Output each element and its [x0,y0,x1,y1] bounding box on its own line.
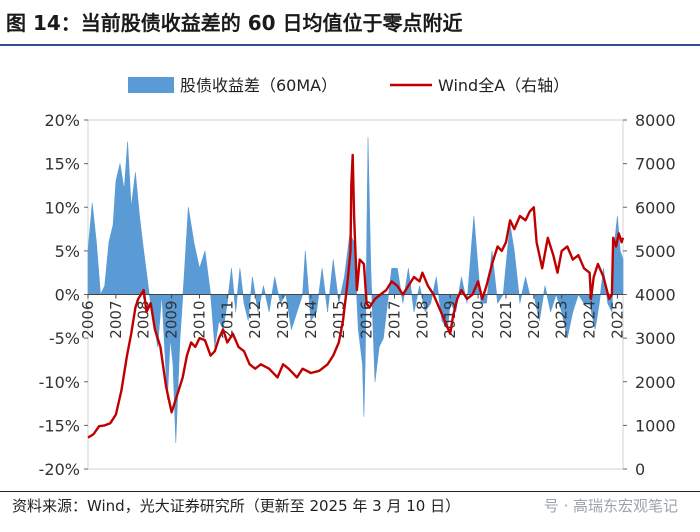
left-axis-tick-label: -10% [39,373,80,392]
x-axis-tick-label: 2007 [107,301,125,339]
series-area-yield-spread [87,137,624,444]
chart: 20% 15% 10% 5% 0% -5% -10% -15% -20% 8000 7000 6000… [39,76,676,479]
left-axis-tick-label: 10% [44,198,80,217]
x-axis-tick-label: 2014 [302,301,320,339]
legend-label-area: 股债收益差（60MA） [180,76,337,95]
right-axis-tick-label: 7000 [635,155,676,174]
x-axis-tick-label: 2024 [581,301,599,339]
left-axis-tick-label: -5% [49,329,80,348]
legend-swatch-area [128,77,174,93]
x-axis-tick-label: 2022 [525,301,543,339]
x-axis-tick-label: 2012 [246,301,264,339]
right-axis-tick-label: 5000 [635,242,676,261]
left-axis-tick-label: 20% [44,111,80,130]
series-line-wind-all-a [87,153,625,439]
x-axis-tick-label: 2010 [191,301,209,339]
x-axis-tick-label: 2020 [469,301,487,339]
x-axis-tick-label: 2006 [79,301,97,339]
legend-label-line: Wind全A（右轴） [438,76,569,95]
left-axis-tick-label: 15% [44,155,80,174]
x-axis-tick-label: 2021 [497,301,515,339]
x-axis-tick-label: 2009 [163,301,181,339]
x-axis-tick-label: 2025 [608,301,626,339]
right-axis-tick-label: 3000 [635,329,676,348]
source-footer: 资料来源：Wind，光大证券研究所（更新至 2025 年 3 月 10 日） 号… [0,491,700,532]
figure-title: 图 14：当前股债收益差的 60 日均值位于零点附近 [6,11,463,35]
x-axis-tick-label: 2017 [386,301,404,339]
left-axis-tick-label: 0% [55,286,80,305]
x-axis-tick-label: 2023 [553,301,571,339]
right-axis-tick-label: 4000 [635,286,676,305]
right-axis-tick-label: 2000 [635,373,676,392]
watermark: 号 · 高瑞东宏观笔记 [543,497,678,515]
right-axis-tick-label: 0 [635,460,645,479]
source-note: 资料来源：Wind，光大证券研究所（更新至 2025 年 3 月 10 日） [12,497,461,515]
left-axis-tick-label: -20% [39,460,80,479]
left-axis-tick-label: 5% [55,242,80,261]
x-axis-tick-label: 2013 [274,301,292,339]
title-bar: 图 14：当前股债收益差的 60 日均值位于零点附近 [0,0,700,46]
x-axis-tick-label: 2018 [413,301,431,339]
left-axis-tick-label: -15% [39,416,80,435]
right-axis-tick-label: 8000 [635,111,676,130]
right-axis-tick-label: 6000 [635,198,676,217]
x-axis-tick-label: 2016 [358,301,376,339]
right-axis-tick-label: 1000 [635,416,676,435]
